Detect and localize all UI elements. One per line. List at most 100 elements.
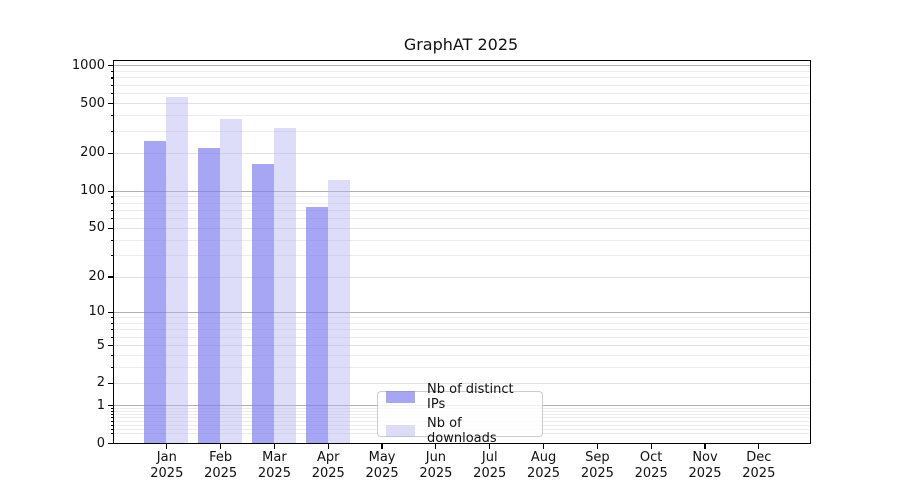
legend-swatch-downloads-icon — [386, 425, 415, 437]
y-minor-tick-0.8 — [110, 410, 113, 413]
gridline-y-3 — [113, 367, 811, 369]
x-tick-label-sep-2025: Sep 2025 — [580, 450, 614, 481]
bar-apr-nb-of-downloads — [327, 180, 350, 444]
gridline-y-8 — [113, 322, 811, 324]
gridline-y-7 — [113, 329, 811, 331]
gridline-y-900 — [113, 70, 811, 72]
gridline-y-300 — [113, 130, 811, 132]
bar-mar-nb-of-downloads — [273, 127, 296, 444]
gridline-y-800 — [113, 77, 811, 79]
legend: Nb of distinct IPs Nb of downloads — [377, 382, 543, 446]
gridline-y-70 — [113, 209, 811, 211]
y-minor-tick-0.5 — [110, 420, 113, 422]
y-minor-tick-900 — [110, 70, 113, 73]
legend-item-distinct-ips: Nb of distinct IPs — [386, 382, 534, 412]
x-tick-label-jul-2025: Jul 2025 — [473, 450, 507, 481]
x-tick-apr — [327, 443, 329, 449]
y-tick-500 — [108, 102, 113, 105]
gridline-y-10 — [113, 311, 811, 313]
y-tick-200 — [108, 152, 113, 155]
y-tick-1 — [108, 404, 113, 407]
bar-jan-nb-of-distinct-ips — [144, 141, 167, 444]
x-tick-label-nov-2025: Nov 2025 — [688, 450, 722, 481]
x-tick-jun — [435, 443, 437, 449]
y-minor-tick-0.3 — [110, 428, 113, 430]
gridline-y-100 — [113, 190, 811, 192]
y-tick-label-10: 10 — [88, 304, 105, 320]
x-tick-label-dec-2025: Dec 2025 — [742, 450, 776, 481]
y-minor-tick-7 — [110, 329, 113, 331]
bar-apr-nb-of-distinct-ips — [305, 206, 328, 444]
x-tick-label-feb-2025: Feb 2025 — [204, 450, 238, 481]
y-minor-tick-3 — [110, 367, 113, 369]
x-tick-nov — [704, 443, 706, 449]
gridline-y-5 — [113, 345, 811, 347]
plot-area — [113, 60, 811, 444]
gridline-y-50 — [113, 227, 811, 229]
y-tick-label-50: 50 — [88, 220, 105, 236]
y-minor-tick-0.2 — [110, 433, 113, 435]
gridline-y-500 — [113, 103, 811, 105]
chart-title: GraphAT 2025 — [403, 35, 519, 54]
y-tick-label-100: 100 — [80, 183, 105, 199]
x-tick-sep — [596, 443, 598, 449]
y-tick-10 — [108, 311, 113, 313]
gridline-y-400 — [113, 115, 811, 117]
x-tick-label-mar-2025: Mar 2025 — [257, 450, 291, 481]
gridline-y-90 — [113, 196, 811, 198]
y-tick-5 — [108, 344, 113, 347]
y-tick-label-1000: 1000 — [71, 57, 105, 73]
y-tick-label-0: 0 — [96, 435, 105, 451]
legend-label-distinct-ips: Nb of distinct IPs — [427, 382, 514, 412]
gridline-y-80 — [113, 202, 811, 204]
y-minor-tick-0.6 — [110, 417, 113, 419]
y-minor-tick-800 — [110, 77, 113, 79]
x-tick-mar — [273, 443, 276, 449]
gridline-y-9 — [113, 317, 811, 319]
bar-feb-nb-of-distinct-ips — [198, 148, 221, 444]
gridline-y-40 — [113, 239, 811, 241]
y-tick-label-1: 1 — [96, 397, 105, 413]
bar-mar-nb-of-distinct-ips — [251, 163, 274, 444]
y-tick-0 — [108, 442, 113, 445]
gridline-y-60 — [113, 218, 811, 220]
y-minor-tick-90 — [110, 196, 113, 198]
legend-item-downloads: Nb of downloads — [386, 416, 534, 446]
y-minor-tick-400 — [110, 115, 113, 117]
x-tick-jul — [489, 443, 491, 449]
y-minor-tick-8 — [110, 322, 113, 325]
x-tick-label-may-2025: May 2025 — [365, 450, 399, 481]
x-tick-label-aug-2025: Aug 2025 — [526, 450, 561, 481]
x-tick-jan — [166, 443, 168, 449]
y-minor-tick-40 — [110, 239, 113, 242]
gridline-y-6 — [113, 336, 811, 338]
y-minor-tick-70 — [110, 209, 113, 212]
y-tick-1000 — [108, 65, 113, 67]
legend-label-downloads: Nb of downloads — [427, 416, 497, 446]
y-minor-tick-9 — [110, 317, 113, 319]
y-tick-label-20: 20 — [88, 269, 105, 284]
bar-jan-nb-of-downloads — [166, 97, 189, 444]
y-tick-2 — [108, 382, 113, 384]
y-minor-tick-0.4 — [110, 424, 113, 426]
y-tick-100 — [108, 190, 113, 192]
x-tick-feb — [220, 443, 222, 449]
y-tick-label-500: 500 — [80, 95, 105, 111]
gridline-y-30 — [113, 255, 811, 257]
x-tick-may — [381, 443, 383, 449]
y-minor-tick-60 — [110, 218, 113, 220]
y-minor-tick-6 — [110, 336, 113, 338]
y-minor-tick-300 — [110, 130, 113, 133]
bar-feb-nb-of-downloads — [220, 118, 243, 444]
y-minor-tick-700 — [110, 84, 113, 86]
x-tick-aug — [542, 443, 545, 449]
y-tick-50 — [108, 227, 113, 230]
y-minor-tick-0.7 — [110, 413, 113, 416]
gridline-y-2 — [113, 382, 811, 384]
gridline-y-600 — [113, 93, 811, 95]
x-tick-label-jan-2025: Jan 2025 — [150, 450, 184, 481]
gridline-y-700 — [113, 84, 811, 86]
legend-swatch-distinct-ips-icon — [386, 391, 415, 403]
gridline-y-200 — [113, 152, 811, 154]
